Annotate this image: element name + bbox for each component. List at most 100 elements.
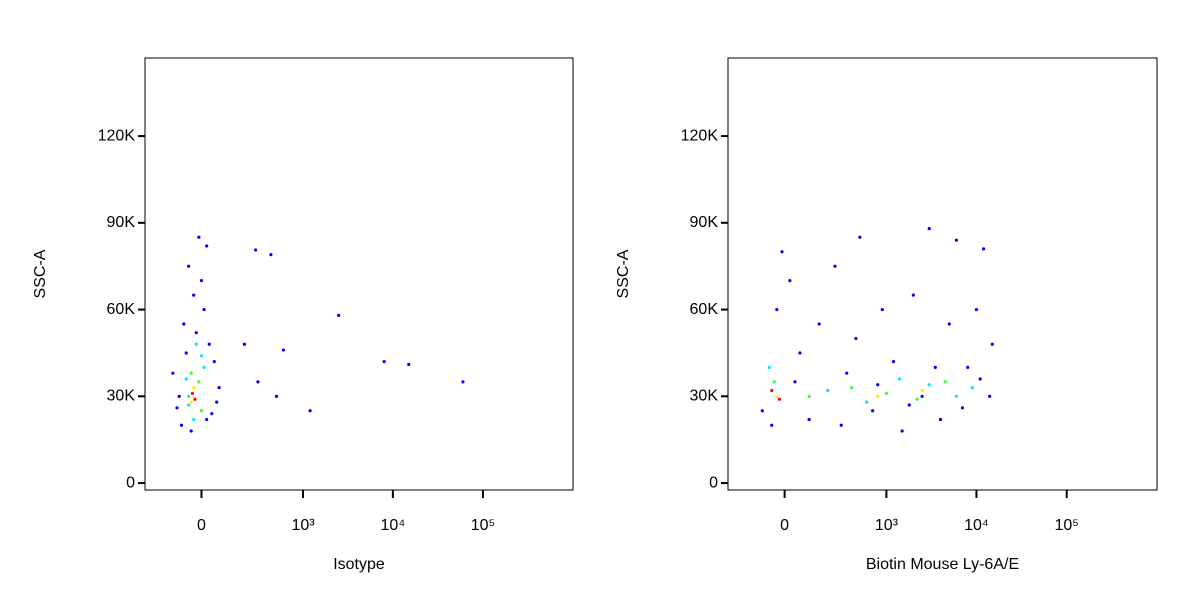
x-tick-label: 10⁴ [964,517,989,534]
data-point [205,244,209,248]
data-point [880,307,884,312]
data-point [242,342,247,346]
data-point [960,406,965,410]
y-axis-label: SSC-A [615,249,632,298]
data-point [978,377,982,381]
data-point [943,380,947,384]
y-axis-label: SSC-A [32,249,49,298]
data-point [205,417,209,422]
data-point [990,342,994,346]
data-point [927,227,931,231]
data-point [817,322,821,326]
data-point [920,388,924,393]
y-tick-label: 90K [107,214,136,231]
data-point [215,400,219,404]
x-axis-label: Isotype [333,556,385,573]
y-tick-label: 30K [690,388,719,405]
data-point [192,417,196,422]
x-tick-label: 10³ [875,517,899,534]
data-point [891,360,896,364]
plot-frame [144,57,574,491]
data-point [900,429,904,433]
data-point [308,409,312,413]
data-point [911,293,915,297]
data-point [189,429,193,433]
data-point [461,380,465,384]
data-point [217,386,221,390]
data-point [947,322,951,326]
data-point [760,409,764,413]
data-point [187,403,191,407]
plot-frame [727,57,1158,491]
y-tick-label: 120K [681,127,719,144]
data-point [189,371,193,375]
data-point [269,253,273,257]
data-point [920,394,924,398]
data-point [884,391,888,396]
data-point [954,238,959,242]
data-point [210,412,214,416]
data-point [189,400,193,404]
data-point [281,348,286,352]
data-point [966,365,970,369]
data-point [954,394,959,398]
data-point [938,417,943,422]
data-point [182,322,186,326]
data-point [197,380,201,384]
data-point [187,264,191,268]
data-point [194,331,198,335]
data-point [793,380,797,384]
data-point [826,388,830,393]
data-point [849,386,854,390]
data-point [871,409,875,413]
data-point [833,264,837,268]
x-tick-label: 10⁵ [1055,517,1079,534]
y-tick-label: 90K [690,214,719,231]
y-tick-label: 0 [709,474,718,491]
data-point [933,365,937,369]
data-point [192,386,196,390]
data-point [212,360,216,364]
data-point [199,279,204,283]
data-point [807,417,811,422]
data-point [199,409,204,413]
data-point [337,313,341,317]
data-point [184,377,188,381]
data-point [807,394,811,398]
data-point [382,360,386,364]
data-point [988,394,992,398]
data-point [798,351,802,355]
data-point [256,380,260,384]
data-point [770,423,774,427]
data-point [915,397,919,401]
data-point [407,362,411,367]
data-point [177,394,181,398]
data-point [184,351,188,355]
data-point [175,406,179,410]
data-point [839,423,843,427]
data-point [274,394,279,398]
data-point [179,423,184,427]
data-point [974,307,979,312]
data-point [981,247,986,251]
data-point [897,377,902,381]
data-point [770,388,774,393]
data-point [190,391,195,396]
data-point [788,279,792,283]
data-point [197,235,201,239]
data-point [845,371,849,375]
data-point [854,336,858,341]
data-point [775,307,779,312]
y-tick-label: 30K [107,388,136,405]
data-point [777,397,781,401]
data-point [780,250,784,254]
data-point [253,248,258,252]
data-point [171,371,175,375]
y-tick-label: 60K [690,301,719,318]
y-tick-label: 120K [98,127,136,144]
data-point [772,380,776,384]
data-point [927,383,931,387]
data-point [207,342,211,346]
data-point [767,365,771,369]
